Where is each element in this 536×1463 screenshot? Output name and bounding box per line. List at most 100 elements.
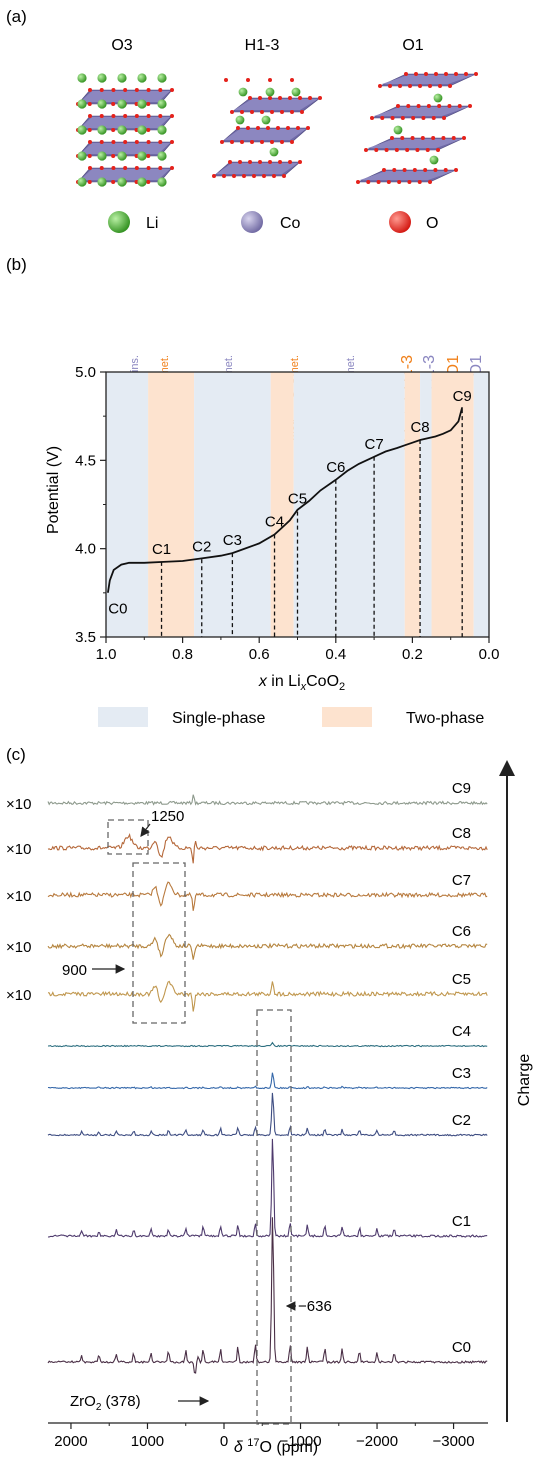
li-atom [137,73,147,83]
o-atom [280,110,284,114]
scale-factor-label: ×10 [6,987,31,1004]
o-atom [443,168,448,172]
o-atom [282,174,286,178]
spectrum-c8 [47,833,488,864]
y-axis-label: Potential (V) [45,446,62,534]
spectrum-label-c3: C3 [452,1065,471,1082]
li-atom [157,125,167,135]
o-atom [378,84,382,88]
o-atom [423,168,428,172]
o-atom [134,114,139,118]
o-atom [412,168,417,172]
li-atom [157,151,167,161]
o-atom [268,78,272,82]
o-atom [436,148,440,152]
x-tick-label: 2000 [54,1433,87,1450]
o-atom [268,96,272,100]
li-atom [137,99,147,109]
charge-arrow-label: Charge [516,1054,533,1107]
o-atom [397,180,402,184]
panel-b-label: (b) [6,255,27,274]
o-atom [272,174,276,178]
spectrum-c9 [47,794,488,806]
o-atom [240,140,244,144]
x-tick-label: 1.0 [96,646,117,663]
two-phase-region [431,372,474,637]
o-atom [396,104,400,108]
y-tick-label: 5.0 [75,364,96,381]
o-atom [123,114,128,118]
o-atom [238,160,242,164]
o-atom [158,88,163,92]
single-phase-region [420,372,432,637]
spectrum-label-c8: C8 [452,825,471,842]
o-atom [88,166,92,170]
o-atom [431,116,436,120]
x-tick-label: −1000 [279,1433,321,1450]
o-atom [298,96,302,100]
o-atom [407,180,412,184]
o-atom [288,96,292,100]
x-tick-label: 0.2 [402,646,423,663]
o-atom [415,148,420,152]
li-atom [157,177,167,187]
o-atom [111,154,116,158]
single-phase-region [293,372,405,637]
co-atom-label: Co [280,215,301,232]
single-phase-region [194,372,271,637]
single-phase-region [106,372,149,637]
state-label-c9: C9 [453,388,472,405]
box-1250 [107,819,149,855]
o-atom [258,160,262,164]
nmr-x-axis-label: δ 17O (ppm) [234,1437,318,1456]
o-atom [224,78,228,82]
o-atom [236,126,240,130]
coo2-layer-face [80,143,170,154]
o-atom [111,88,116,92]
o-atom [298,160,302,164]
o-atom [242,174,246,178]
o-atom [280,140,284,144]
x-tick-label: 0.8 [172,646,193,663]
y-tick-label: 4.0 [75,541,96,558]
o-atom [99,88,104,92]
o-atom [370,116,374,120]
spectrum-label-c7: C7 [452,872,471,889]
o-atom [468,104,472,108]
box-900 [132,862,186,1024]
o-atom [146,166,151,170]
li-atom [117,125,127,135]
o-atom [400,116,405,120]
spectrum-c0 [47,1217,488,1374]
o-atom [448,84,452,88]
o-atom [374,148,379,152]
o-atom [388,84,392,88]
spectrum-c2 [47,1092,488,1137]
o-atom [170,114,174,118]
state-label-c6: C6 [326,459,345,476]
o-atom [418,84,422,88]
spectrum-c3 [47,1072,488,1090]
coo2-layer-face [368,139,462,148]
o-atom [111,180,116,184]
li-atom [137,151,147,161]
coo2-layer-face [360,171,454,180]
o-atom [402,168,407,172]
two-phase-region [270,372,294,637]
x-tick-label: 0.4 [325,646,346,663]
state-label-c1: C1 [152,541,171,558]
o-atom [228,160,232,164]
o-atom [318,96,322,100]
coo2-layer-face [224,129,306,140]
o-atom [296,126,300,130]
voltage-chart: 1.0 0.8 0.6 0.4 0.2 0.0 3.5 4.0 4.5 5.0 C0 C1 C2 C3 C4… [75,364,499,663]
o-atom [278,96,282,100]
li-atom [261,115,271,125]
o-atom-icon [389,211,411,233]
o-atom [462,136,466,140]
o-atom [222,174,226,178]
o-atom [240,110,244,114]
voltage-curve [107,407,464,593]
o-atom [306,126,310,130]
li-atom [429,155,439,165]
